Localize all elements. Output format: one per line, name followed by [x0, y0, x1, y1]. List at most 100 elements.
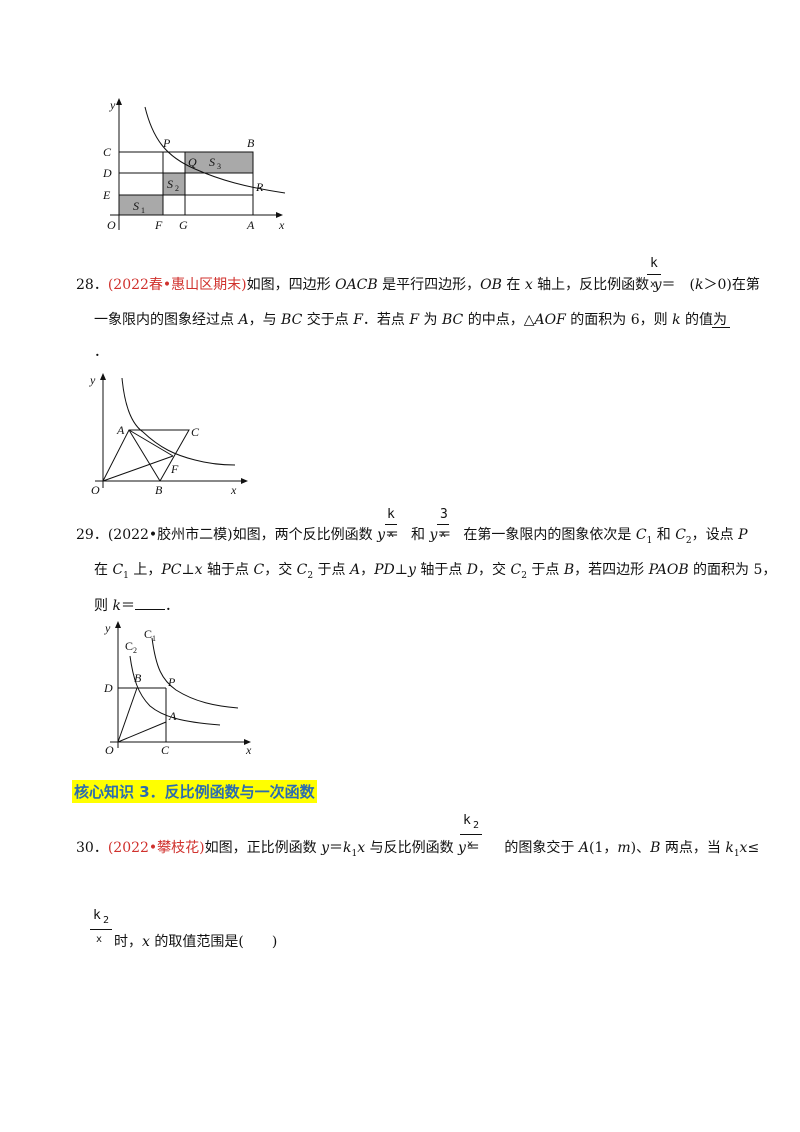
q29-text: ． [164, 598, 179, 614]
label-x: x [230, 483, 237, 497]
q29-var: C [510, 562, 522, 578]
label-p: P [167, 675, 176, 689]
q28-var: BC [281, 312, 303, 328]
q29-answer-blank[interactable] [134, 597, 165, 610]
q29-var: C [296, 562, 308, 578]
q28-frac-num: k [650, 256, 658, 271]
y-axis-arrow [116, 98, 122, 105]
label-y: y [104, 621, 111, 635]
x-axis-arrow [244, 739, 251, 745]
q29-frac2-num: 3 [440, 507, 448, 522]
q30-var: B [650, 840, 661, 856]
q28-var: k [672, 312, 681, 328]
q29-var: D [466, 562, 479, 578]
q29-text: ＝ [120, 598, 135, 614]
label-o: O [91, 483, 100, 497]
q28-text: ．若点 [362, 312, 410, 328]
q29-sub: 1 [646, 535, 653, 546]
segment-of [102, 455, 174, 482]
q30-line2-frac-num-sub: 2 [103, 915, 110, 926]
label-g: G [179, 218, 188, 232]
x-axis-arrow [241, 478, 248, 484]
q29-text: ＝ [437, 527, 452, 543]
q29-sub: 1 [123, 570, 129, 581]
label-a: A [116, 423, 125, 437]
q29-text: ，若四边形 [574, 562, 649, 578]
q29-text: 于点 [313, 562, 351, 578]
q30-line-1: 30．(2022•攀枝花)如图，正比例函数 y＝k1x 与反比例函数 y＝ 的图… [76, 840, 759, 862]
q29-text: 则 [94, 598, 113, 614]
q28-text: 在 [501, 277, 525, 293]
q28-var: OB [480, 277, 502, 293]
q29-text: 在 [94, 562, 113, 578]
q29-var: y [429, 527, 438, 543]
q30-sub: 1 [733, 848, 740, 859]
q28-text: 交于点 [302, 312, 354, 328]
label-s3: S [209, 155, 215, 169]
q28-answer-blank[interactable] [712, 327, 730, 328]
label-e: E [102, 188, 111, 202]
q30-line2-frac-den: x [96, 934, 103, 945]
label-s1-sub: 1 [141, 206, 145, 215]
q30-var: x [357, 840, 366, 856]
q28-var: BC [442, 312, 464, 328]
label-b: B [155, 483, 163, 497]
label-d: D [102, 166, 112, 180]
label-s3-sub: 3 [217, 162, 221, 171]
q30-frac-num-sub: 2 [473, 820, 480, 831]
q29-source: (2022•胶州市二模) [107, 527, 233, 543]
q29-text: 轴于点 [202, 562, 254, 578]
q28-text: ( [689, 277, 696, 293]
q28-text: ＝ [661, 277, 676, 293]
label-c2: C [125, 639, 133, 653]
q28-text: 的值为 [680, 312, 727, 328]
label-c1: C [144, 627, 152, 641]
label-c: C [161, 743, 170, 757]
parallelogram-oacb [102, 429, 190, 482]
label-q: Q [188, 155, 197, 169]
q29-var: PD [374, 562, 395, 578]
q29-frac2-den: x [440, 529, 447, 540]
q28-line-3: ． [94, 344, 108, 360]
q29-text: ，交 [478, 562, 511, 578]
q28-var: AOF [534, 312, 566, 328]
q29-var: k [112, 598, 121, 614]
q29-text: ⊥ [394, 562, 408, 578]
label-c: C [191, 425, 200, 439]
q29-line-1: 29．(2022•胶州市二模)如图，两个反比例函数 y＝和 y＝ 在第一象限内的图… [76, 527, 748, 549]
q29-sub: 2 [685, 535, 692, 546]
q30-text: ＝ [465, 840, 480, 856]
q28-frac-bar [647, 274, 661, 275]
label-o: O [107, 218, 116, 232]
q29-frac2-bar [437, 524, 449, 525]
q30-source: (2022•攀枝花) [107, 840, 205, 856]
q29-var: A [350, 562, 361, 578]
q29-var: P [738, 527, 748, 543]
q29-sub: 2 [307, 570, 314, 581]
curve-c1 [151, 637, 239, 709]
q28-var: A [238, 312, 249, 328]
q29-text: 和 [411, 527, 430, 543]
q29-var: PAOB [648, 562, 689, 578]
q30-var: y [458, 840, 466, 856]
segment-ob [117, 687, 138, 743]
q28-number: 28． [76, 277, 108, 293]
q29-var: C [635, 527, 647, 543]
hyperbola-curve [121, 377, 236, 466]
q29-text: 的面积为 5， [688, 562, 777, 578]
q29-text: ，交 [264, 562, 297, 578]
q29-var: PC [161, 562, 182, 578]
q29-line-2: 在 C1 上，PC⊥x 轴于点 C，交 C2 于点 A，PD⊥y 轴于点 D，交… [94, 562, 776, 584]
q30-text: 的图象交于 [499, 840, 579, 856]
q28-text: 一象限内的图象经过点 [94, 312, 239, 328]
label-b: B [134, 671, 142, 685]
q29-text: ⊥ [181, 562, 195, 578]
q29-text: ＝ [385, 527, 400, 543]
q28-source: (2022春•惠山区期末) [107, 277, 247, 293]
q28-text: 的面积为 6，则 [565, 312, 673, 328]
q28-var: OACB [335, 277, 378, 293]
q29-text: 轴于点 [415, 562, 467, 578]
q28-text: 为 [419, 312, 442, 328]
label-c1-sub: 1 [152, 634, 156, 643]
figure-28: y A C F O B x [89, 373, 248, 497]
